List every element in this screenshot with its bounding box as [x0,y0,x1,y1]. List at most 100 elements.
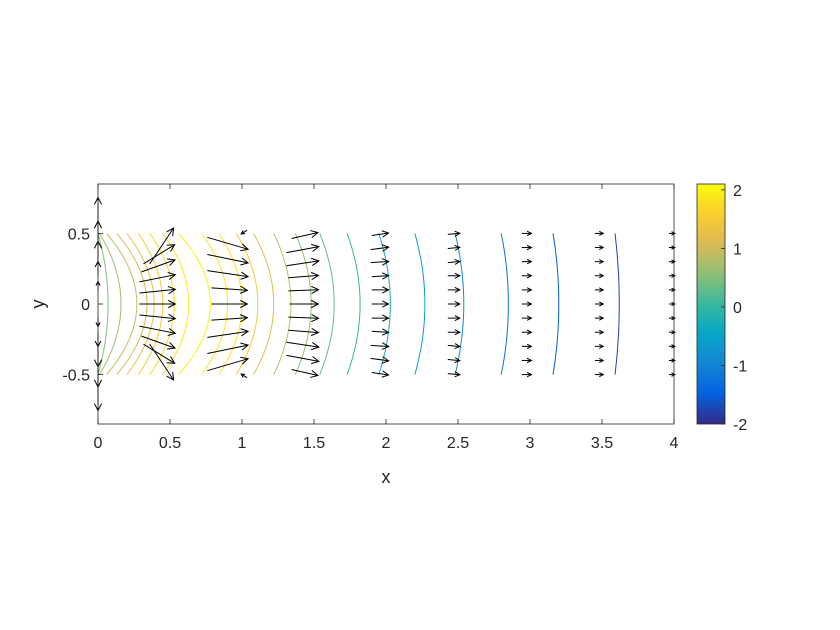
quiver-arrow [139,299,177,309]
x-tick-label: 3 [526,435,535,452]
contour-line [178,233,211,375]
x-tick-label: 4 [670,435,679,452]
quiver-arrow [594,273,605,279]
quiver-arrow [371,328,390,336]
quiver-arrow [207,236,250,252]
x-axis-ticks: 0 0.5 1 1.5 2 2.5 3 3.5 4 [94,184,679,452]
x-tick-label: 2.5 [447,435,469,452]
quiver-arrow [288,285,320,295]
quiver-arrow [370,258,390,266]
x-axis-label: x [382,467,391,487]
quiver-arrow [149,227,175,265]
quiver-arrow [594,301,605,307]
quiver-arrow [521,315,533,321]
contour-line [454,233,465,375]
quiver-arrow [370,244,390,252]
x-tick-label: 0.5 [159,435,181,452]
quiver-arrow [594,230,605,236]
quiver-arrow [211,299,249,309]
quiver-arrow [207,254,250,266]
colorbar-tick-label: 2 [733,183,742,200]
contour-line [346,233,361,375]
quiver-arrow [240,229,248,235]
quiver-arrow [370,356,390,364]
x-tick-label: 1 [238,435,247,452]
contour-line [614,233,620,375]
quiver-arrow [447,272,461,279]
y-axis-label: y [28,300,48,309]
quiver-arrow [286,243,320,254]
contour-line [106,233,138,375]
quiver-arrows [93,196,677,412]
quiver-arrow [286,354,320,365]
contour-line [162,233,190,375]
contour-line [98,233,109,375]
quiver-arrow [141,335,177,350]
quiver-arrow [207,328,250,338]
quiver-arrow [594,287,605,293]
quiver-arrow [371,286,390,294]
x-tick-label: 1.5 [303,435,325,452]
colorbar-tick-label: -1 [733,358,747,375]
quiver-arrow [139,285,177,295]
quiver-arrow [447,258,461,265]
contour-line [552,233,560,375]
quiver-arrow [594,372,605,378]
quiver-arrow [286,341,320,351]
x-tick-label: 3.5 [591,435,613,452]
quiver-arrow [594,343,605,349]
quiver-arrow [288,271,320,281]
quiver-arrow [447,301,461,307]
y-axis-ticks: -0.5 0 0.5 [62,226,674,385]
quiver-arrow [447,230,461,237]
quiver-arrow [521,258,533,265]
quiver-arrow [521,244,533,251]
quiver-arrow [288,313,320,323]
quiver-arrow [521,371,533,378]
quiver-arrow [139,325,177,336]
colorbar-gradient [696,183,726,425]
quiver-arrow [521,230,533,237]
quiver-arrow [207,270,250,280]
quiver-arrow [370,342,390,350]
quiver-arrow [139,313,177,323]
contour-line [414,233,426,375]
quiver-arrow [594,329,605,335]
quiver-arrow [207,342,250,354]
quiver-arrow [211,285,249,294]
quiver-arrow [447,371,461,378]
quiver-arrow [207,356,250,372]
colorbar: -2 -1 0 1 2 [696,183,747,434]
quiver-arrow [291,369,320,378]
quiver-arrow [594,315,605,321]
quiver-arrow [521,357,533,364]
colorbar-tick-label: 0 [733,300,742,317]
contour-line [378,233,391,375]
quiver-arrow [139,272,177,283]
quiver-arrow [143,244,176,265]
quiver-arrow [371,272,390,280]
quiver-arrow [240,373,248,379]
quiver-arrow [211,314,249,323]
quiver-arrow [447,343,461,350]
x-tick-label: 2 [382,435,391,452]
contour-line [319,233,335,375]
quiver-arrow [286,257,320,267]
quiver-arrow [521,329,533,335]
quiver-arrow [521,343,533,350]
quiver-arrow [447,244,461,251]
y-tick-label: 0.5 [68,226,90,243]
quiver-arrow [288,327,320,337]
quiver-arrow [521,273,533,279]
colorbar-ticks: -2 -1 0 1 2 [721,183,747,434]
quiver-arrow [291,230,320,239]
contour-line [235,233,259,375]
quiver-arrow [594,357,605,363]
quiver-arrow [594,259,605,265]
quiver-arrow [447,286,461,293]
quiver-arrow [371,370,390,378]
contour-line [253,233,275,375]
quiver-arrow [447,315,461,322]
quiver-arrow [371,230,390,238]
